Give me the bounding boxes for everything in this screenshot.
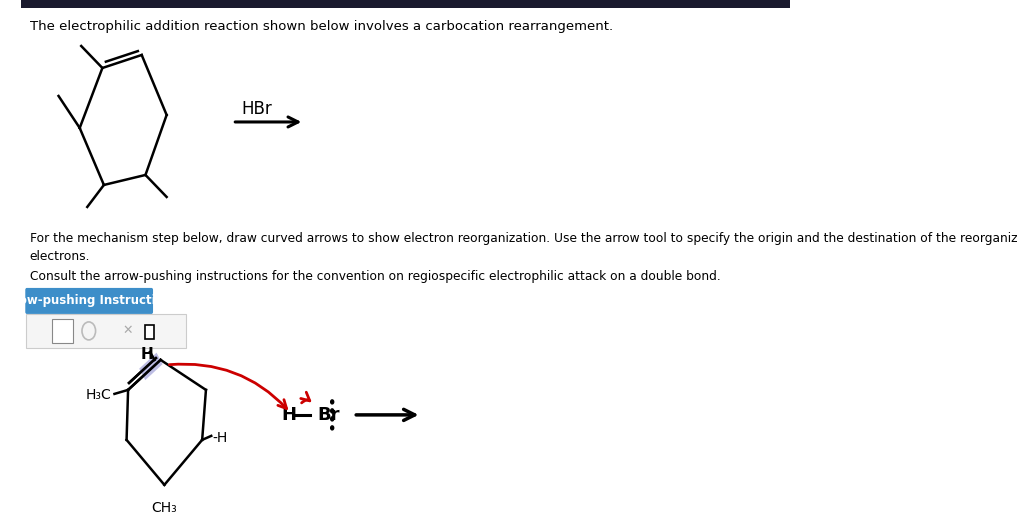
FancyBboxPatch shape bbox=[139, 352, 163, 380]
Text: Br: Br bbox=[317, 406, 340, 424]
Text: -H: -H bbox=[213, 431, 228, 445]
Circle shape bbox=[331, 426, 334, 430]
Bar bbox=[20, 0, 789, 8]
Text: CH₃: CH₃ bbox=[152, 501, 177, 515]
FancyBboxPatch shape bbox=[25, 288, 153, 314]
FancyBboxPatch shape bbox=[52, 319, 73, 343]
Text: The electrophilic addition reaction shown below involves a carbocation rearrange: The electrophilic addition reaction show… bbox=[29, 20, 613, 33]
Text: H₃C: H₃C bbox=[85, 388, 112, 402]
FancyBboxPatch shape bbox=[26, 314, 186, 348]
Text: H: H bbox=[140, 347, 154, 362]
Circle shape bbox=[331, 400, 334, 404]
Text: ✕: ✕ bbox=[123, 324, 133, 337]
Text: electrons.: electrons. bbox=[29, 250, 91, 263]
Text: For the mechanism step below, draw curved arrows to show electron reorganization: For the mechanism step below, draw curve… bbox=[29, 232, 1017, 245]
Circle shape bbox=[331, 417, 334, 421]
Text: Arrow-pushing Instructions: Arrow-pushing Instructions bbox=[0, 294, 179, 307]
Text: HBr: HBr bbox=[241, 100, 272, 118]
Circle shape bbox=[331, 409, 334, 413]
Text: H: H bbox=[282, 406, 297, 424]
Text: Consult the arrow-pushing instructions for the convention on regiospecific elect: Consult the arrow-pushing instructions f… bbox=[29, 270, 721, 283]
FancyBboxPatch shape bbox=[144, 325, 154, 339]
